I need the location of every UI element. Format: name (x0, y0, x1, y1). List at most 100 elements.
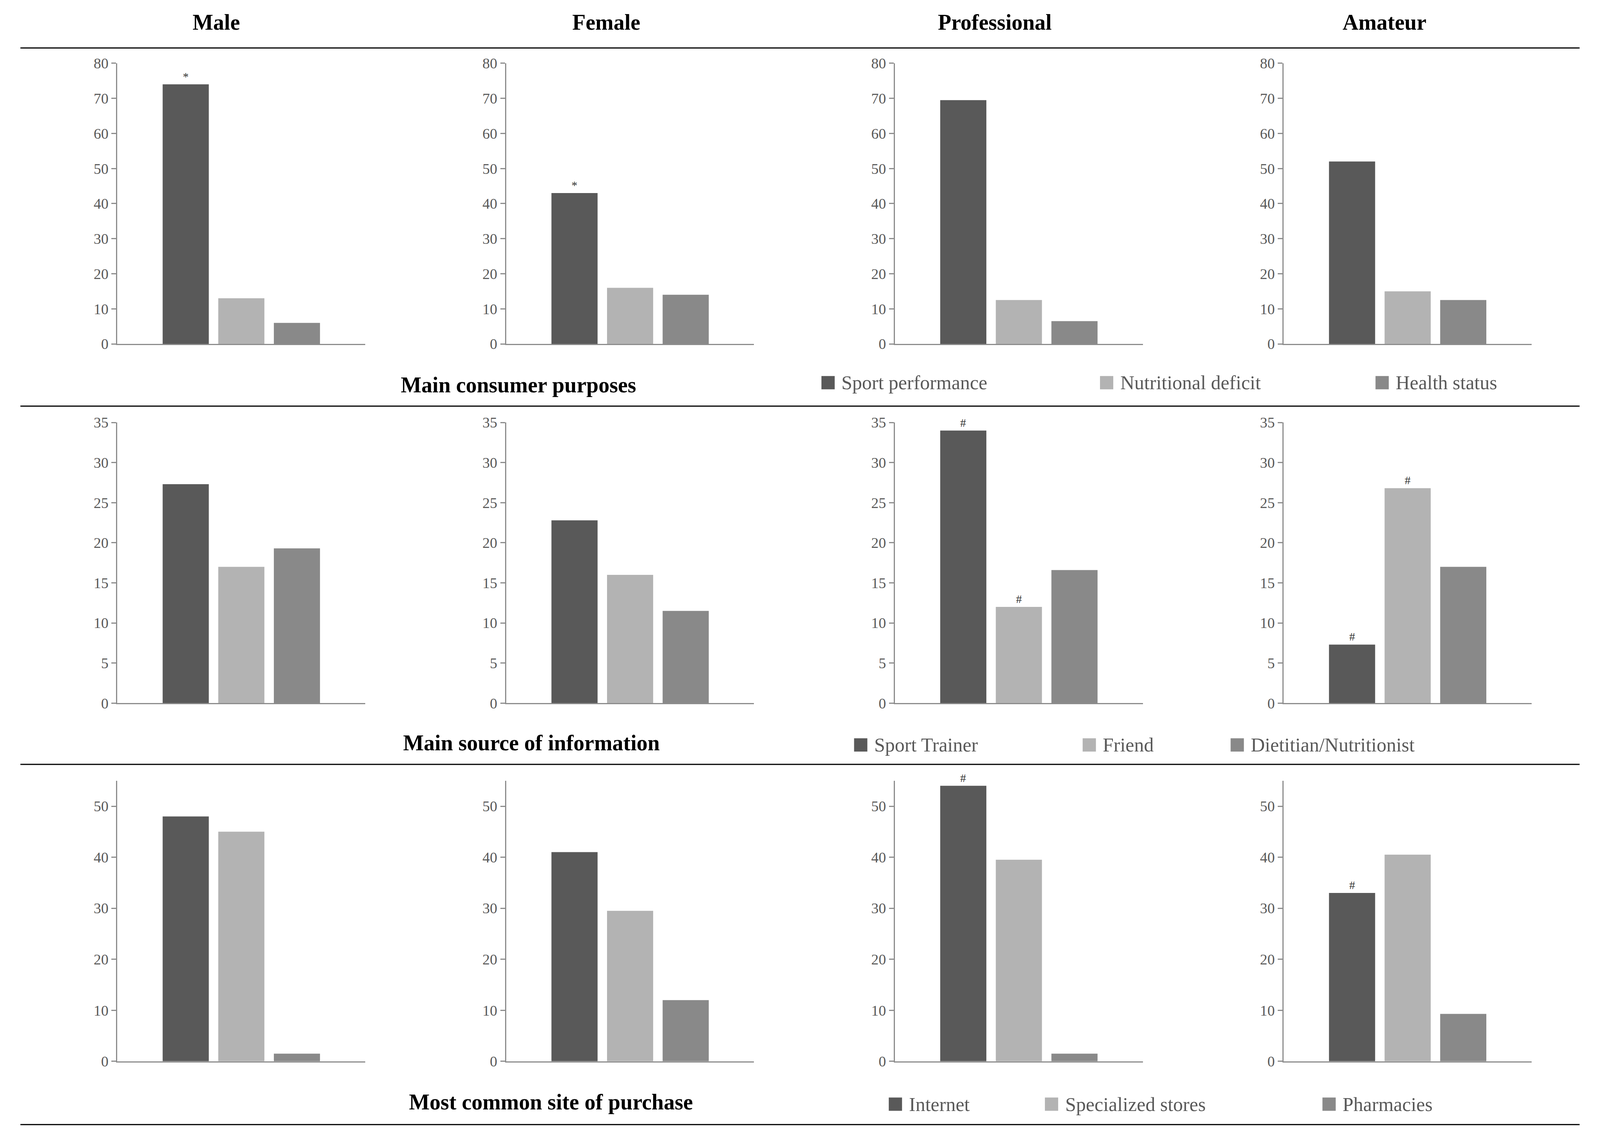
svg-text:25: 25 (1260, 494, 1275, 511)
svg-text:15: 15 (482, 574, 498, 592)
svg-text:80: 80 (1260, 55, 1275, 72)
svg-text:50: 50 (871, 160, 886, 177)
svg-text:40: 40 (482, 195, 498, 212)
svg-text:20: 20 (871, 534, 886, 551)
svg-text:20: 20 (1260, 265, 1275, 283)
svg-text:Pharmacies: Pharmacies (1342, 1092, 1433, 1115)
svg-text:Male: Male (192, 10, 240, 35)
svg-text:50: 50 (871, 797, 886, 815)
svg-text:*: * (571, 178, 578, 192)
svg-text:20: 20 (93, 265, 109, 283)
svg-text:50: 50 (482, 797, 498, 815)
svg-text:#: # (960, 416, 967, 429)
svg-text:40: 40 (871, 848, 886, 866)
svg-text:Dietitian/Nutritionist: Dietitian/Nutritionist (1250, 733, 1415, 756)
svg-text:Internet: Internet (908, 1092, 970, 1115)
svg-text:10: 10 (93, 300, 109, 318)
svg-text:Health status: Health status (1395, 371, 1498, 394)
svg-text:10: 10 (871, 300, 886, 318)
svg-text:30: 30 (1260, 899, 1275, 917)
svg-text:5: 5 (101, 654, 109, 672)
svg-text:20: 20 (871, 950, 886, 968)
svg-text:10: 10 (482, 1001, 498, 1019)
svg-text:0: 0 (1267, 335, 1275, 352)
svg-text:10: 10 (871, 614, 886, 631)
svg-text:10: 10 (1260, 614, 1275, 631)
svg-text:60: 60 (1260, 125, 1275, 142)
svg-text:50: 50 (1260, 160, 1275, 177)
svg-text:#: # (1404, 473, 1411, 487)
svg-text:50: 50 (93, 797, 109, 815)
svg-text:10: 10 (1260, 300, 1275, 318)
svg-text:#: # (960, 771, 967, 784)
svg-text:30: 30 (871, 454, 886, 471)
svg-text:20: 20 (482, 534, 498, 551)
svg-text:0: 0 (489, 1052, 498, 1070)
svg-text:30: 30 (93, 899, 109, 917)
svg-text:Sport Trainer: Sport Trainer (874, 733, 979, 756)
svg-text:40: 40 (871, 195, 886, 212)
svg-text:0: 0 (878, 335, 886, 352)
svg-text:Most common site of purchase: Most common site of purchase (408, 1089, 693, 1114)
svg-text:20: 20 (482, 265, 498, 283)
svg-text:*: * (182, 69, 189, 83)
svg-text:80: 80 (93, 55, 109, 72)
svg-text:20: 20 (93, 534, 109, 551)
svg-text:50: 50 (93, 160, 109, 177)
svg-text:0: 0 (878, 1052, 886, 1070)
svg-text:30: 30 (871, 899, 886, 917)
svg-text:25: 25 (93, 494, 109, 511)
svg-text:35: 35 (93, 414, 109, 431)
svg-text:25: 25 (482, 494, 498, 511)
svg-text:70: 70 (871, 90, 886, 107)
svg-text:40: 40 (482, 848, 498, 866)
svg-text:40: 40 (1260, 848, 1275, 866)
svg-text:20: 20 (871, 265, 886, 283)
svg-text:Nutritional deficit: Nutritional deficit (1120, 371, 1261, 394)
svg-text:30: 30 (482, 454, 498, 471)
svg-text:20: 20 (93, 950, 109, 968)
svg-text:10: 10 (93, 614, 109, 631)
svg-text:0: 0 (101, 1052, 109, 1070)
svg-text:70: 70 (1260, 90, 1275, 107)
svg-text:5: 5 (489, 654, 498, 672)
svg-text:20: 20 (1260, 534, 1275, 551)
svg-text:10: 10 (1260, 1001, 1275, 1019)
svg-text:Amateur: Amateur (1342, 10, 1427, 35)
svg-text:30: 30 (93, 454, 109, 471)
svg-text:#: # (1016, 592, 1022, 606)
svg-text:10: 10 (482, 614, 498, 631)
svg-text:80: 80 (482, 55, 498, 72)
svg-text:5: 5 (1267, 654, 1275, 672)
svg-text:10: 10 (871, 1001, 886, 1019)
svg-text:Specialized stores: Specialized stores (1065, 1092, 1206, 1115)
svg-text:35: 35 (482, 414, 498, 431)
svg-text:Main source of information: Main source of information (403, 730, 660, 755)
svg-text:40: 40 (93, 195, 109, 212)
svg-text:0: 0 (1267, 1052, 1275, 1070)
svg-text:Main consumer purposes: Main consumer purposes (400, 372, 637, 397)
svg-text:Sport performance: Sport performance (841, 371, 988, 394)
svg-text:Professional: Professional (937, 10, 1052, 35)
svg-text:0: 0 (101, 335, 109, 352)
svg-text:0: 0 (101, 694, 109, 712)
svg-text:20: 20 (482, 950, 498, 968)
svg-text:60: 60 (871, 125, 886, 142)
svg-text:60: 60 (93, 125, 109, 142)
svg-text:30: 30 (1260, 230, 1275, 247)
svg-text:30: 30 (482, 230, 498, 247)
svg-text:#: # (1349, 878, 1356, 892)
svg-text:Friend: Friend (1102, 733, 1154, 756)
svg-text:70: 70 (482, 90, 498, 107)
svg-text:0: 0 (489, 694, 498, 712)
svg-text:10: 10 (482, 300, 498, 318)
svg-text:15: 15 (1260, 574, 1275, 592)
svg-text:0: 0 (1267, 694, 1275, 712)
svg-text:30: 30 (482, 899, 498, 917)
svg-text:Female: Female (572, 10, 641, 35)
svg-text:15: 15 (93, 574, 109, 592)
svg-text:20: 20 (1260, 950, 1275, 968)
svg-text:40: 40 (93, 848, 109, 866)
svg-text:35: 35 (1260, 414, 1275, 431)
svg-text:5: 5 (878, 654, 886, 672)
